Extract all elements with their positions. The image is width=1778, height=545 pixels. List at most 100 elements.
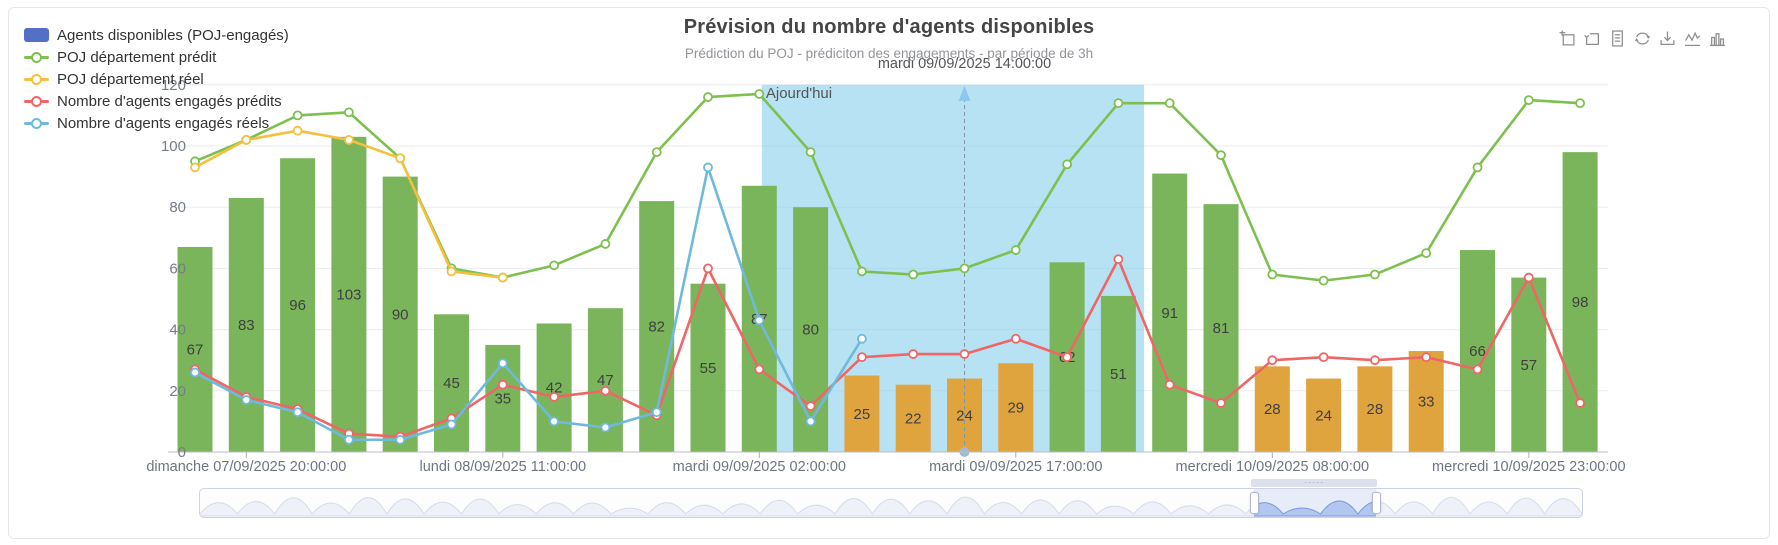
data-point[interactable] [292,110,303,121]
save-image-icon[interactable] [1659,30,1676,47]
bar[interactable] [690,283,726,452]
data-point[interactable] [1421,352,1432,363]
data-point[interactable] [241,134,252,145]
data-point[interactable] [1421,248,1432,259]
data-point[interactable] [292,407,303,418]
data-point[interactable] [446,266,457,277]
legend-item[interactable]: Nombre d'agents engagés prédits [24,90,289,112]
datazoom-left-handle[interactable] [1249,492,1259,514]
data-point[interactable] [805,416,816,427]
data-point[interactable] [600,239,611,249]
bar[interactable] [998,363,1034,452]
bar[interactable] [280,158,316,453]
data-point[interactable] [805,401,816,412]
data-point[interactable] [908,269,919,280]
data-point[interactable] [1010,333,1021,344]
bar[interactable] [1357,366,1393,452]
data-point[interactable] [549,260,559,271]
data-point[interactable] [857,352,867,363]
data-point[interactable] [1010,245,1021,255]
datazoom-slider[interactable] [199,488,1583,518]
bar[interactable] [793,207,829,452]
data-point[interactable] [343,134,354,145]
data-point[interactable] [446,419,457,430]
line-series[interactable] [194,257,1582,439]
bar[interactable] [228,198,264,452]
data-point[interactable] [703,162,713,173]
data-point[interactable] [600,385,611,396]
data-point[interactable] [1216,150,1226,161]
datazoom-move-handle[interactable]: ····· [1251,478,1378,487]
bar[interactable] [1152,173,1188,453]
data-point[interactable] [600,422,611,433]
legend-item[interactable]: POJ département réel [24,68,289,90]
data-point[interactable] [1472,162,1483,173]
data-point[interactable] [1575,398,1585,408]
data-point[interactable] [395,434,406,445]
data-point[interactable] [754,364,765,375]
bar[interactable] [895,384,931,452]
switch-line-icon[interactable] [1684,30,1701,47]
data-point[interactable] [1164,98,1175,109]
bar[interactable] [1100,295,1136,452]
data-point[interactable] [857,266,867,277]
bar[interactable] [1408,351,1444,452]
data-point[interactable] [190,367,200,378]
zoom-select-icon[interactable] [1559,30,1576,47]
data-point[interactable] [1318,275,1329,286]
data-point[interactable] [190,162,200,173]
data-point[interactable] [497,379,508,390]
data-point[interactable] [703,92,713,102]
datazoom-window[interactable] [1254,489,1377,517]
data-point[interactable] [959,349,970,359]
bar[interactable] [382,176,418,452]
data-point[interactable] [651,407,662,418]
bar[interactable] [1203,204,1239,452]
data-point[interactable] [497,358,508,369]
zoom-reset-icon[interactable] [1584,30,1601,47]
switch-bar-icon[interactable] [1709,30,1726,47]
data-point[interactable] [395,153,406,164]
legend-item[interactable]: Agents disponibles (POJ-engagés) [24,24,289,46]
data-point[interactable] [1523,272,1534,283]
bar[interactable] [536,323,572,452]
data-point[interactable] [1216,398,1226,408]
data-point[interactable] [1523,95,1534,105]
data-point[interactable] [1318,352,1329,363]
restore-icon[interactable] [1634,30,1651,47]
data-point[interactable] [754,89,765,99]
data-point[interactable] [1267,355,1278,366]
data-point[interactable] [1113,98,1124,109]
datazoom-right-handle[interactable] [1371,492,1381,514]
data-point[interactable] [703,263,713,274]
data-point[interactable] [549,416,559,427]
data-point[interactable] [549,392,559,402]
bar[interactable] [844,375,880,453]
data-point[interactable] [1062,159,1072,170]
data-view-icon[interactable] [1609,30,1626,47]
data-point[interactable] [292,125,303,136]
bar[interactable] [331,136,367,452]
data-point[interactable] [1472,364,1483,375]
legend-item[interactable]: POJ département prédit [24,46,289,68]
data-point[interactable] [651,147,662,158]
data-point[interactable] [805,147,816,158]
data-point[interactable] [908,349,919,359]
data-point[interactable] [1164,379,1175,390]
data-point[interactable] [959,263,970,274]
data-point[interactable] [754,315,765,326]
data-point[interactable] [857,333,867,344]
data-point[interactable] [241,395,252,405]
data-point[interactable] [1113,254,1124,265]
data-point[interactable] [1267,269,1278,280]
data-point[interactable] [497,272,508,283]
bar[interactable] [1254,366,1290,452]
data-point[interactable] [343,107,354,118]
data-point[interactable] [1062,352,1072,363]
line-series[interactable] [194,166,864,442]
data-point[interactable] [343,434,354,445]
bar[interactable] [177,246,213,452]
data-point[interactable] [1575,98,1585,109]
data-point[interactable] [1370,355,1380,366]
legend-item[interactable]: Nombre d'agents engagés réels [24,112,289,134]
